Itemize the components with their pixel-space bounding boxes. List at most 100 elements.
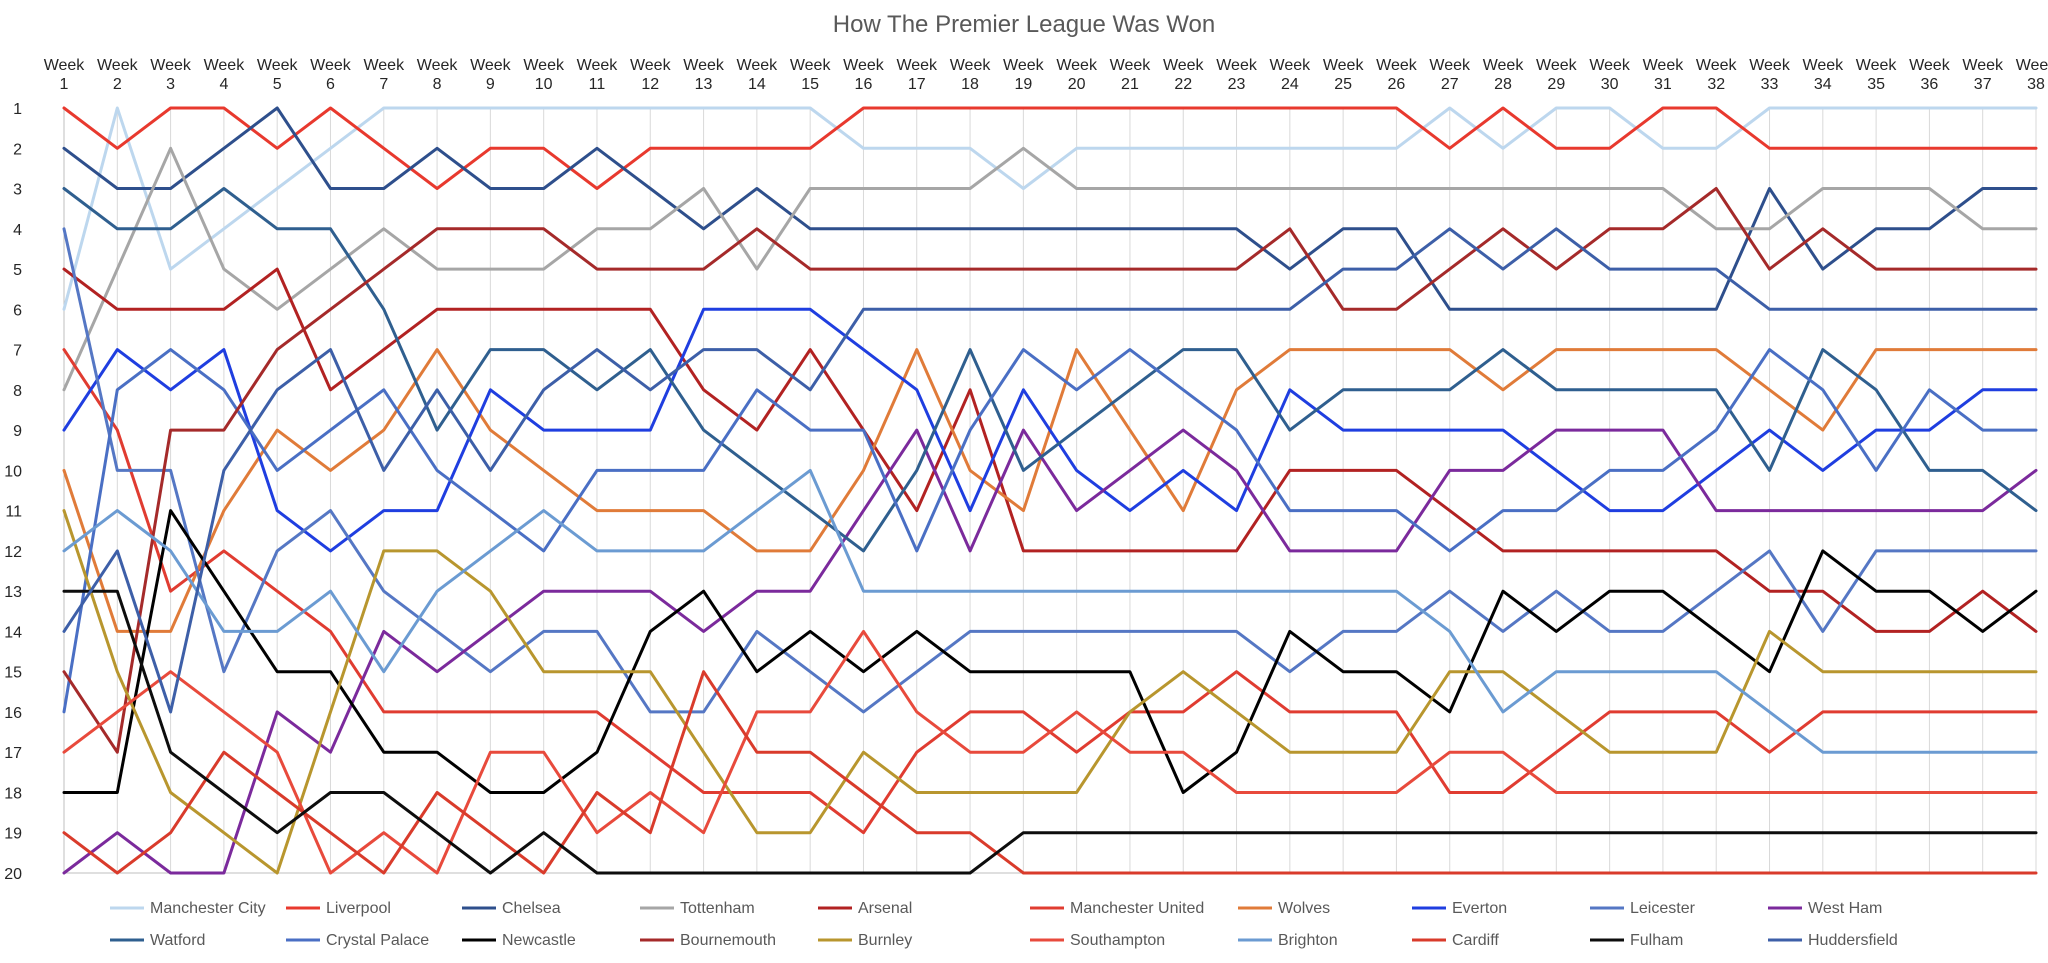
- chart-title: How The Premier League Was Won: [833, 11, 1215, 38]
- series-line-liverpool: [62, 106, 2038, 190]
- legend-item-leicester: Leicester: [1590, 900, 1696, 917]
- y-tick-label: 5: [13, 262, 22, 279]
- x-tick-label: Week 4: [204, 57, 246, 93]
- x-tick-label: Week 23: [1216, 57, 1258, 93]
- x-tick-label: Week 1: [44, 57, 86, 93]
- legend-item-bournemouth: Bournemouth: [640, 932, 776, 949]
- y-tick-label: 3: [13, 182, 22, 199]
- series-line-newcastle: [62, 509, 2038, 794]
- legend-label: Newcastle: [502, 932, 576, 949]
- series-line-chelsea: [62, 106, 2038, 311]
- y-tick-label: 17: [4, 745, 22, 762]
- legend-label: Bournemouth: [680, 932, 776, 949]
- x-tick-label: Week 18: [950, 57, 992, 93]
- legend-item-chelsea: Chelsea: [462, 900, 561, 917]
- x-tick-label: Week 36: [1909, 57, 1951, 93]
- series-line-watford: [62, 187, 2038, 553]
- legend-label: Manchester United: [1070, 900, 1204, 917]
- x-tick-label: Week 24: [1270, 57, 1312, 93]
- legend-label: Crystal Palace: [326, 932, 429, 949]
- x-tick-label: Week 35: [1856, 57, 1898, 93]
- legend-label: Everton: [1452, 900, 1507, 917]
- y-tick-label: 11: [5, 504, 22, 521]
- y-tick-label: 15: [4, 665, 22, 682]
- y-tick-label: 10: [4, 463, 22, 480]
- x-tick-label: Week 16: [843, 57, 885, 93]
- series-line-tottenham: [62, 146, 2038, 392]
- y-tick-label: 13: [4, 584, 22, 601]
- legend-item-west-ham: West Ham: [1768, 900, 1882, 917]
- legend-item-tottenham: Tottenham: [640, 900, 755, 917]
- legend-label: Chelsea: [502, 900, 561, 917]
- x-tick-label: Week 11: [577, 57, 619, 93]
- y-tick-label: 9: [13, 423, 22, 440]
- legend-label: West Ham: [1808, 900, 1882, 917]
- legend: Manchester City Liverpool Chelsea Tottenham…: [110, 900, 1898, 949]
- y-tick-label: 7: [13, 343, 22, 360]
- y-tick-label: 4: [13, 222, 22, 239]
- series-line-fulham: [62, 589, 2038, 875]
- x-tick-label: Week 30: [1589, 57, 1631, 93]
- legend-label: Watford: [150, 932, 205, 949]
- y-tick-label: 8: [13, 383, 22, 400]
- x-tick-label: Week 17: [896, 57, 938, 93]
- legend-label: Brighton: [1278, 932, 1338, 949]
- series-line-southampton: [62, 629, 2038, 875]
- series-line-arsenal: [62, 267, 2038, 633]
- legend-label: Wolves: [1278, 900, 1330, 917]
- legend-item-manchester-city: Manchester City: [110, 900, 266, 917]
- y-tick-label: 1: [13, 101, 22, 118]
- legend-label: Fulham: [1630, 932, 1683, 949]
- series-lines: [62, 106, 2038, 875]
- x-tick-label: Week 19: [1003, 57, 1045, 93]
- legend-item-brighton: Brighton: [1238, 932, 1338, 949]
- legend-label: Burnley: [858, 932, 912, 949]
- x-tick-label: Week 9: [470, 57, 512, 93]
- series-line-cardiff: [62, 670, 2038, 875]
- y-tick-label: 16: [4, 705, 22, 722]
- x-tick-label: Week 14: [737, 57, 779, 93]
- legend-item-arsenal: Arsenal: [818, 900, 912, 917]
- x-tick-label: Week 32: [1696, 57, 1738, 93]
- x-tick-label: Week 25: [1323, 57, 1365, 93]
- x-tick-label: Week 3: [150, 57, 192, 93]
- legend-item-liverpool: Liverpool: [286, 900, 391, 917]
- x-tick-label: Week 37: [1962, 57, 2004, 93]
- x-tick-label: Week 33: [1749, 57, 1791, 93]
- legend-item-huddersfield: Huddersfield: [1768, 932, 1898, 949]
- x-tick-label: Week 10: [523, 57, 565, 93]
- x-tick-label: Week 8: [417, 57, 459, 93]
- x-tick-label: Week 6: [310, 57, 352, 93]
- legend-label: Leicester: [1630, 900, 1696, 917]
- x-tick-label: Week 29: [1536, 57, 1578, 93]
- x-axis-ticks: Week 1 Week 2 Week 3 Week 4 Week 5 Week 6 Week 7 Week 8…: [44, 57, 2048, 93]
- legend-label: Manchester City: [150, 900, 266, 917]
- legend-item-wolves: Wolves: [1238, 900, 1330, 917]
- legend-item-newcastle: Newcastle: [462, 932, 576, 949]
- x-tick-label: Week 5: [257, 57, 299, 93]
- series-line-brighton: [62, 468, 2038, 754]
- legend-item-cardiff: Cardiff: [1412, 932, 1499, 949]
- legend-item-southampton: Southampton: [1030, 932, 1165, 949]
- y-tick-label: 12: [4, 544, 22, 561]
- legend-label: Cardiff: [1452, 932, 1499, 949]
- x-tick-label: Week 12: [630, 57, 672, 93]
- x-tick-label: Week38: [2016, 57, 2048, 93]
- x-tick-label: Week 20: [1056, 57, 1098, 93]
- grid-lines: [63, 108, 2037, 874]
- x-tick-label: Week 22: [1163, 57, 1205, 93]
- legend-label: Tottenham: [680, 900, 755, 917]
- legend-label: Arsenal: [858, 900, 912, 917]
- legend-item-manchester-united: Manchester United: [1030, 900, 1204, 917]
- y-tick-label: 14: [4, 624, 22, 641]
- legend-item-everton: Everton: [1412, 900, 1507, 917]
- legend-label: Huddersfield: [1808, 932, 1898, 949]
- y-tick-label: 2: [13, 141, 22, 158]
- legend-item-fulham: Fulham: [1590, 932, 1683, 949]
- series-line-west-ham: [62, 428, 2038, 875]
- series-line-bournemouth: [62, 187, 2038, 754]
- y-tick-label: 20: [4, 866, 22, 883]
- series-line-crystal-palace: [62, 348, 2038, 714]
